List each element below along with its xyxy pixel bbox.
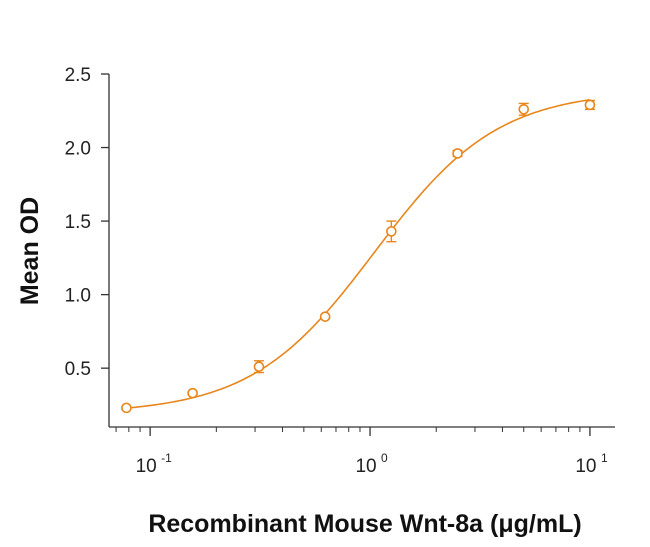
data-marker xyxy=(386,226,397,237)
data-point xyxy=(518,102,530,116)
y-axis-title: Mean OD xyxy=(16,197,44,305)
y-tick-label: 0.5 xyxy=(65,359,91,380)
x-tick-exponent: 0 xyxy=(381,451,388,465)
y-axis-ticks: 0.5 1.0 1.5 2.0 2.5 xyxy=(65,65,109,380)
data-point xyxy=(121,402,132,414)
x-tick-label: 10 xyxy=(355,456,376,477)
y-tick-label: 2.5 xyxy=(65,65,91,86)
data-point xyxy=(452,148,463,159)
x-tick-exponent: 1 xyxy=(601,451,608,465)
data-marker xyxy=(253,361,265,372)
x-tick-label: 10 xyxy=(575,456,596,477)
data-point xyxy=(187,387,198,399)
x-axis-title: Recombinant Mouse Wnt-8a (μg/mL) xyxy=(148,510,581,538)
axes xyxy=(108,74,615,428)
x-tick-label: 10 xyxy=(136,456,157,477)
data-marker xyxy=(584,99,596,111)
y-tick-label: 2.0 xyxy=(65,139,91,160)
data-marker xyxy=(319,311,331,322)
x-tick-exponent: -1 xyxy=(161,451,172,465)
data-point xyxy=(386,220,397,243)
data-point xyxy=(253,360,265,374)
fit-curve xyxy=(126,98,591,409)
y-tick-label: 1.5 xyxy=(65,212,91,233)
x-axis-ticks: 10 -1 10 0 10 1 xyxy=(136,427,608,477)
data-point xyxy=(584,99,596,111)
data-marker xyxy=(187,387,198,399)
data-marker xyxy=(121,402,132,414)
data-point xyxy=(319,311,331,322)
data-points xyxy=(121,99,596,414)
data-marker xyxy=(518,104,530,115)
y-tick-label: 1.0 xyxy=(65,286,91,307)
data-marker xyxy=(452,148,463,159)
x-axis-minor-ticks xyxy=(115,427,581,432)
